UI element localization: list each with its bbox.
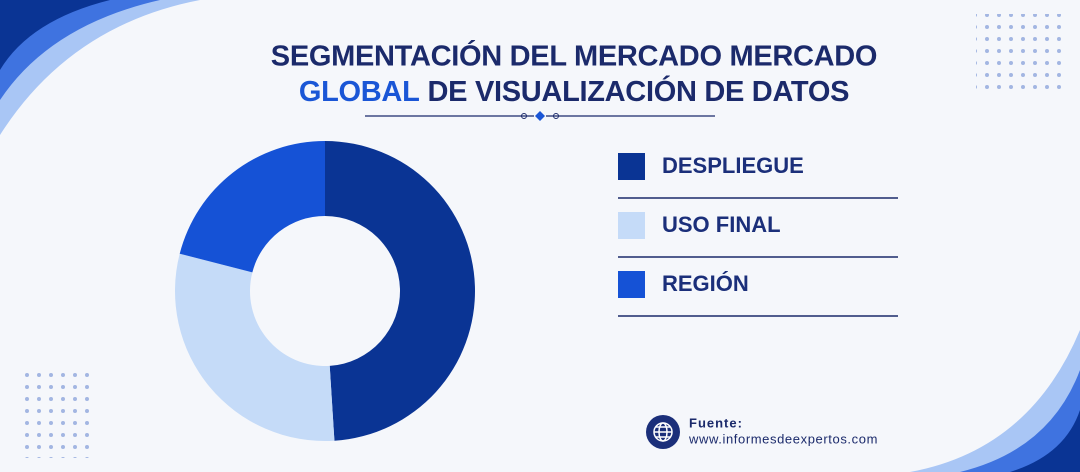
donut-slice (179, 141, 325, 273)
source-label: Fuente: (689, 415, 743, 430)
legend: DESPLIEGUE USO FINAL REGIÓN (618, 153, 898, 317)
title-highlight: GLOBAL (299, 76, 420, 108)
divider-ornament (535, 111, 545, 121)
donut-slice (325, 141, 476, 441)
legend-swatch (618, 153, 645, 180)
legend-swatch (618, 271, 645, 298)
corner-decoration (960, 370, 1080, 472)
dot-grid (976, 14, 1062, 92)
corner-decoration (1010, 410, 1080, 472)
donut (174, 141, 476, 441)
chart-title-line: GLOBAL DE VISUALIZACIÓN DE DATOS (299, 74, 849, 108)
legend-label: USO FINAL (662, 212, 781, 237)
legend-label: REGIÓN (662, 271, 749, 296)
chart-title: SEGMENTACIÓN DEL MERCADO MERCADO (271, 39, 877, 73)
donut-slice (174, 253, 335, 441)
globe-icon (653, 422, 673, 442)
divider-ornament (553, 113, 559, 119)
divider-ornament (521, 113, 527, 119)
corner-decoration (0, 0, 110, 70)
source-url: www.informesdeexpertos.com (688, 431, 878, 446)
legend-label: DESPLIEGUE (662, 153, 804, 178)
title-continued: DE VISUALIZACIÓN DE DATOS (428, 74, 850, 108)
dot-grid (18, 370, 92, 458)
legend-swatch (618, 212, 645, 239)
